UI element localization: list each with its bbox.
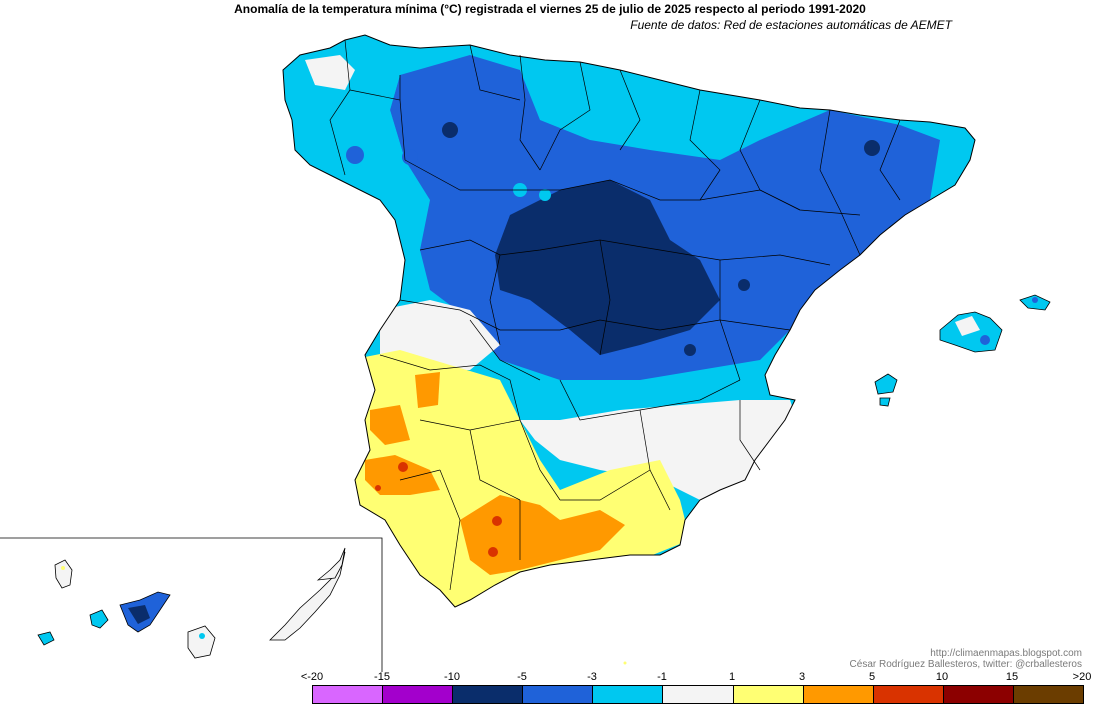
region-meseta-central [738,279,750,291]
legend-swatch [383,686,454,703]
map-subtitle: Fuente de datos: Red de estaciones autom… [630,18,952,32]
legend-swatch [943,686,1014,703]
region-levante-sureste [520,400,800,500]
legend-swatch [523,686,594,703]
credits-author: César Rodríguez Ballesteros, twitter: @c… [849,659,1082,670]
legend-swatch [1013,686,1084,703]
canarias-inset-frame [0,537,383,672]
legend-tick: 5 [868,671,876,683]
region-puntos-calidos [492,516,502,526]
region-guadalquivir-malaga [415,372,440,408]
legend-swatch [873,686,944,703]
peninsula-outline [282,34,976,608]
legend-swatch [733,686,804,703]
region-meseta-central [442,122,458,138]
region-puntos-calidos [398,462,408,472]
legend-tick: 1 [728,671,736,683]
region-norte-noreste [346,146,364,164]
region-puntos-calidos [375,485,381,491]
region-guadalquivir-malaga [370,405,410,445]
credits: http://climaenmapas.blogspot.com César R… [850,648,1082,670]
legend-swatch [313,686,384,703]
legend-tick: -1 [657,671,667,683]
region-levante-sureste [305,55,355,90]
region-guadalquivir-malaga [365,455,440,495]
region-meseta-central [684,344,696,356]
credits-url: http://climaenmapas.blogspot.com [930,648,1082,659]
legend-tick: >20 [1072,671,1092,683]
legend-ticks: <-20 -15 -10 -5 -3 -1 1 3 5 10 15 >20 [301,671,1092,685]
legend-tick: -5 [517,671,527,683]
province-boundaries [329,39,901,591]
legend-tick: 15 [1005,671,1019,683]
region-noroeste-galicia [539,189,551,201]
legend-tick: <-20 [300,671,324,683]
legend-swatch [453,686,524,703]
legend-tick: -3 [587,671,597,683]
color-legend: <-20 -15 -10 -5 -3 -1 1 3 5 10 15 >20 [301,671,1092,704]
legend-tick: -15 [374,671,390,683]
region-guadalquivir-malaga [460,495,625,575]
legend-tick: 3 [798,671,806,683]
canarias [37,547,346,659]
region-meseta-central [495,180,720,355]
legend-swatch [663,686,734,703]
station-dot [623,661,627,665]
region-puntos-calidos [488,547,498,557]
region-norte-noreste [402,149,418,165]
legend-swatch [593,686,664,703]
region-meseta-central [864,140,880,156]
map-title: Anomalía de la temperatura mínima (°C) r… [234,2,866,16]
legend-swatch [803,686,874,703]
region-levante-sureste [380,300,500,370]
baleares [874,294,1051,407]
legend-tick: 10 [935,671,949,683]
legend-color-bar [312,685,1084,704]
legend-tick: -10 [444,671,460,683]
